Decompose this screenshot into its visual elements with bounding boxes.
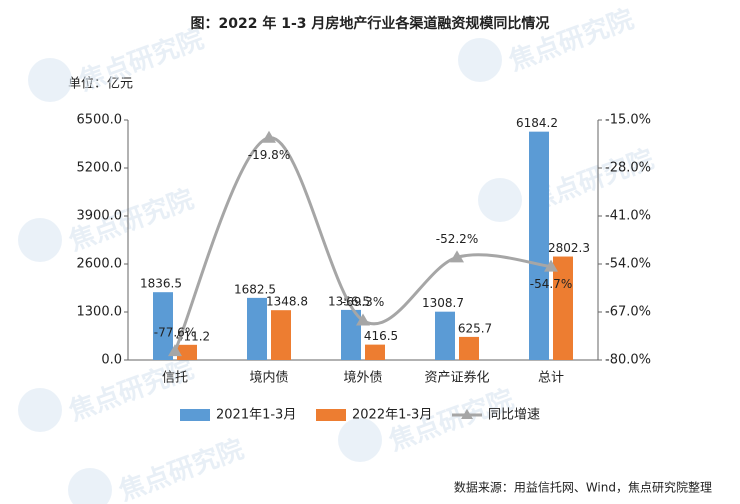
watermark: 焦点研究院 — [115, 433, 248, 504]
legend-swatch — [180, 409, 210, 421]
y-tick-label: 6500.0 — [77, 113, 123, 128]
bar — [153, 292, 173, 360]
x-tick-label: 境内债 — [249, 370, 288, 386]
watermark-logo — [338, 418, 382, 462]
y2-tick-label: -80.0% — [605, 353, 651, 368]
line-value-label: -19.8% — [248, 148, 290, 162]
x-tick-label: 资产证券化 — [424, 370, 489, 386]
legend-label: 2021年1-3月 — [216, 408, 296, 423]
line-marker — [356, 313, 370, 326]
line-marker — [544, 259, 558, 272]
watermark-logo — [68, 468, 112, 504]
watermark: 焦点研究院 — [65, 353, 198, 427]
line-marker — [168, 344, 182, 357]
legend-label: 同比增速 — [488, 408, 540, 423]
bar — [341, 309, 361, 360]
legend-swatch — [461, 409, 473, 419]
watermark-logo — [18, 218, 62, 262]
line-value-label: -69.3% — [342, 295, 384, 309]
y-tick-label: 1300.0 — [77, 305, 123, 320]
bar — [435, 311, 455, 360]
line-value-label: -52.2% — [436, 232, 478, 246]
y-tick-label: 5200.0 — [77, 161, 123, 176]
y2-tick-label: -28.0% — [605, 161, 651, 176]
y2-tick-label: -54.0% — [605, 257, 651, 272]
legend-swatch — [316, 409, 346, 421]
line-value-label: -77.6% — [154, 326, 196, 340]
watermark-logo — [478, 178, 522, 222]
chart-title: 图：2022 年 1-3 月房地产行业各渠道融资规模同比情况 — [191, 15, 550, 32]
y-tick-label: 2600.0 — [77, 257, 123, 272]
bar — [553, 256, 573, 360]
source-note: 数据来源：用益信托网、Wind，焦点研究院整理 — [454, 480, 712, 495]
bar-value-label: 2802.3 — [548, 241, 590, 255]
bar-value-label: 416.5 — [364, 329, 398, 343]
y-tick-label: 0.0 — [101, 353, 122, 368]
watermark-logo — [458, 38, 502, 82]
x-tick-label: 总计 — [538, 371, 564, 386]
x-tick-label: 境外债 — [343, 371, 382, 386]
y2-tick-label: -15.0% — [605, 113, 651, 128]
watermark-logo — [28, 58, 72, 102]
watermark: 焦点研究院 — [75, 23, 208, 97]
y2-tick-label: -67.0% — [605, 305, 651, 320]
y2-tick-label: -41.0% — [605, 209, 651, 224]
bar — [459, 336, 479, 360]
legend-label: 2022年1-3月 — [352, 408, 432, 423]
bar-value-label: 1836.5 — [140, 277, 182, 291]
line-marker — [262, 130, 276, 143]
bar-value-label: 625.7 — [458, 321, 492, 335]
bar — [247, 297, 267, 360]
bar — [365, 344, 385, 360]
bar — [177, 344, 197, 360]
unit-label: 单位：亿元 — [68, 77, 133, 92]
bar-value-label: 411.2 — [176, 329, 210, 343]
bar-value-label: 1682.5 — [234, 282, 276, 296]
x-tick-label: 信托 — [162, 371, 188, 386]
bar — [271, 310, 291, 360]
line — [173, 136, 552, 352]
watermark: 焦点研究院 — [505, 3, 638, 77]
watermark-logo — [18, 388, 62, 432]
line-value-label: -54.7% — [530, 277, 572, 291]
bar-value-label: 6184.2 — [516, 116, 558, 130]
bar — [529, 131, 549, 360]
line-marker — [450, 250, 464, 263]
y-tick-label: 3900.0 — [77, 209, 123, 224]
bar-value-label: 1348.8 — [266, 295, 308, 309]
bar-value-label: 1308.7 — [422, 296, 464, 310]
